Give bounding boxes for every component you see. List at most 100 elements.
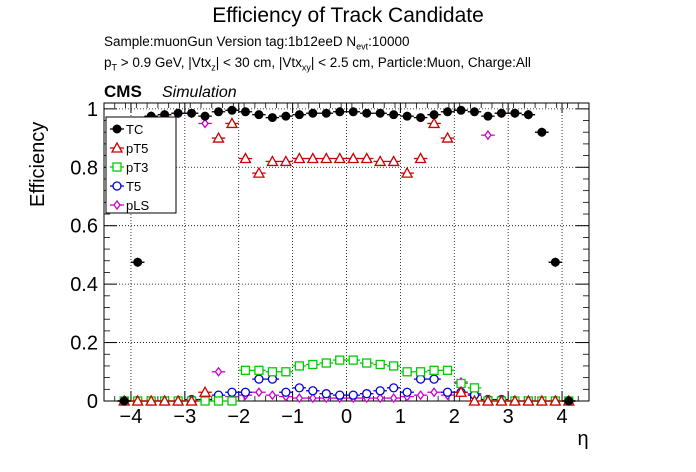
x-tick-label: −3 [173,406,196,428]
data-point [454,385,468,397]
x-axis-label: η [577,428,588,450]
data-point [239,152,252,164]
data-point [198,385,212,397]
data-point [281,367,291,377]
sample-info-line: Sample:muonGun Version tag:1b12eeD Nevt:… [104,34,409,52]
legend-label: pT3 [126,160,148,175]
sample-info-suffix: :10000 [368,34,410,49]
data-point [309,392,317,404]
data-point [145,394,158,406]
data-point [308,359,318,370]
data-point [200,396,210,406]
chart-title: Efficiency of Track Candidate [212,4,484,27]
data-point [523,110,533,120]
data-point [225,117,239,129]
sample-info-sub: evt [356,41,369,52]
legend-marker [113,199,121,211]
data-point [333,152,346,164]
data-point [537,127,547,137]
data-point [335,390,345,400]
data-point [308,386,318,396]
data-point [348,107,358,117]
cut-xy-sub: xy [301,62,311,73]
data-point [320,152,333,164]
data-point [456,105,466,115]
data-point [508,394,522,406]
legend-entry-pt5: pT5 [110,141,148,156]
x-tick-label: −2 [227,406,250,428]
data-point [429,110,439,120]
x-tick-label: 1 [395,406,406,428]
data-point [254,374,264,384]
data-point [387,155,400,167]
legend-entry-t5: T5 [110,179,141,194]
data-point [496,108,506,118]
data-point [240,365,251,375]
data-point [347,152,360,164]
data-point [389,383,399,393]
data-point [214,107,224,117]
simulation-label: Simulation [162,84,237,101]
data-point [266,155,279,167]
x-tick-label: 2 [449,406,460,428]
data-point [293,152,306,164]
cut-p: p [104,55,112,70]
data-point [430,387,438,398]
data-point [294,361,304,371]
data-point [119,396,129,406]
data-point [389,392,398,404]
selection-cuts-line: pT > 0.9 GeV, |Vtxz| < 30 cm, |Vtxxy| < … [104,55,531,73]
data-point [214,366,223,377]
data-point [187,108,197,118]
data-point [306,152,319,164]
data-point [294,383,304,393]
data-point [414,152,427,164]
data-point [171,394,185,406]
data-point [522,394,535,406]
data-point [268,390,277,401]
y-tick-label: 0.4 [70,274,98,296]
data-point [483,111,493,121]
data-point [362,358,372,368]
data-point [495,394,508,406]
data-point [375,359,385,370]
y-axis-label: Efficiency [27,122,49,207]
data-point [442,387,453,397]
data-point [535,394,548,406]
series-pt5 [117,117,576,406]
data-point [133,257,143,267]
data-point [321,108,331,118]
data-point [481,394,495,406]
x-tick-label: −4 [120,406,143,428]
legend-label: TC [126,122,143,137]
data-point [376,392,384,404]
data-point [416,113,426,123]
data-point [321,389,331,399]
legend-marker [112,181,122,191]
data-point [374,155,387,167]
y-tick-label: 1 [87,99,98,121]
data-point [416,390,425,401]
data-point [254,110,264,120]
data-point [549,394,562,406]
data-point [254,365,264,375]
legend-label: pT5 [126,141,148,156]
data-point [402,367,412,377]
x-tick-label: −1 [281,406,304,428]
legend-label: pLS [126,198,149,213]
data-point [427,117,441,129]
data-point [335,355,345,365]
data-point [281,387,291,397]
x-tick-label: 0 [341,406,352,428]
data-point [468,394,481,406]
data-point [510,108,520,118]
data-point [240,387,251,397]
legend-entry-tc: TC [110,122,143,137]
legend-entry-pt3: pT3 [110,160,148,175]
data-point [389,110,399,120]
data-point [362,108,372,118]
cms-label: CMS [104,82,142,101]
legend-label: T5 [126,179,141,194]
data-point [185,394,198,406]
